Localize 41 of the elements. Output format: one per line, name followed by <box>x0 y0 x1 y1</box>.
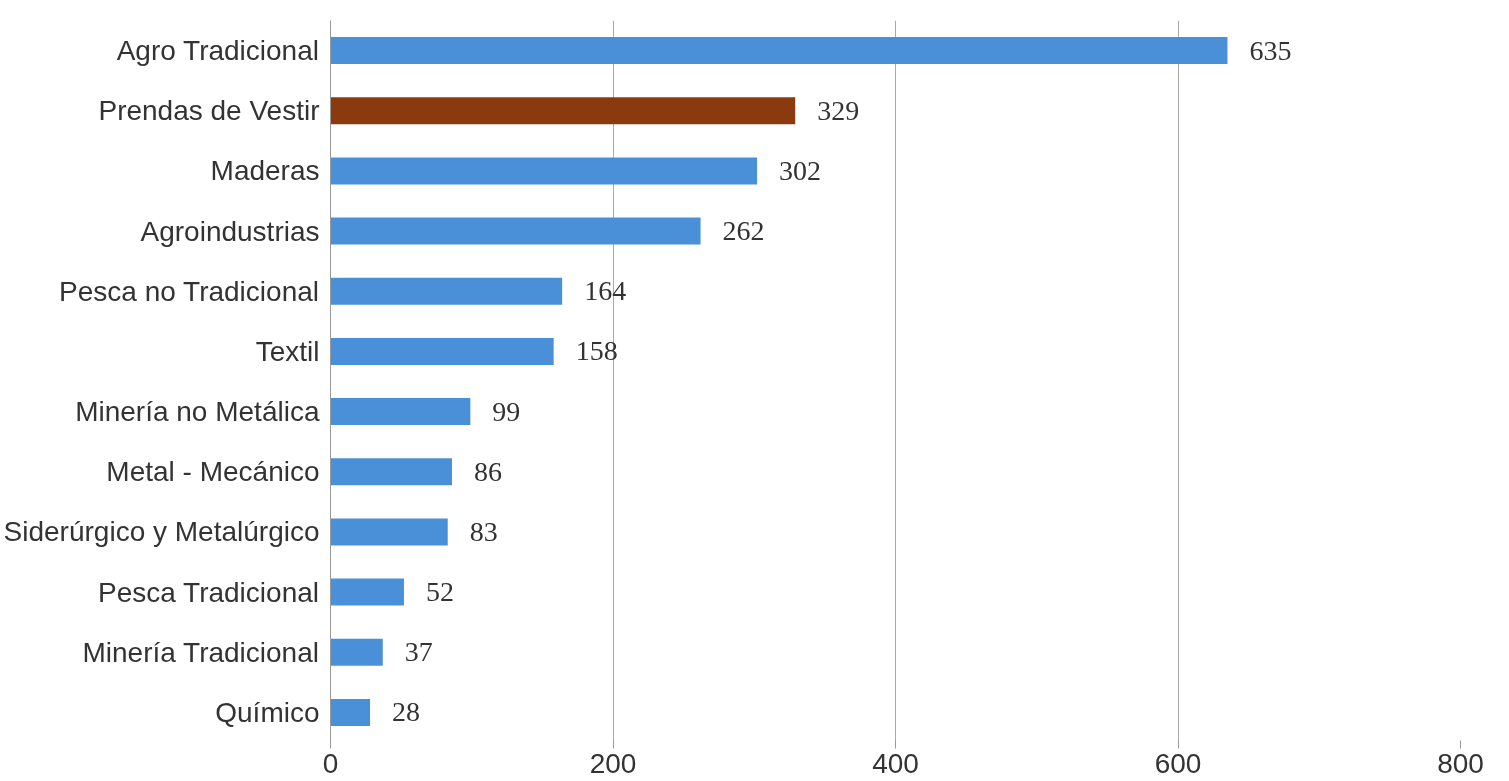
bar <box>330 518 448 546</box>
y-tick-label: Agro Tradicional <box>116 35 320 67</box>
bar <box>330 277 563 305</box>
x-tick-label: 800 <box>1437 747 1484 779</box>
data-label: 83 <box>469 515 498 547</box>
x-tick-label: 400 <box>872 747 919 779</box>
y-tick-label: Minería Tradicional <box>82 636 320 668</box>
y-tick-label: Maderas <box>210 155 320 187</box>
data-label: 262 <box>722 215 765 247</box>
data-label: 329 <box>817 94 860 126</box>
bar <box>330 698 371 726</box>
bar <box>330 398 471 426</box>
bar <box>330 97 796 125</box>
data-label: 635 <box>1249 34 1292 66</box>
y-tick-label: Agroindustrias <box>140 215 320 247</box>
x-tick-label: 600 <box>1154 747 1202 779</box>
y-tick-label: Pesca Tradicional <box>97 576 319 608</box>
y-tick-label: Siderúrgico y Metalúrgico <box>3 516 320 548</box>
y-tick-label: Metal - Mecánico <box>106 456 320 488</box>
data-label: 28 <box>392 696 421 728</box>
bar <box>330 217 701 245</box>
y-tick-label: Textil <box>255 335 320 367</box>
bar <box>330 157 758 185</box>
data-label: 37 <box>404 636 433 668</box>
data-label: 302 <box>779 154 822 186</box>
y-tick-label: Prendas de Vestir <box>98 95 320 127</box>
bar <box>330 37 1228 65</box>
bar <box>330 337 554 365</box>
y-tick-label: Químico <box>215 696 320 728</box>
y-tick-label: Minería no Metálica <box>75 396 320 428</box>
data-label: 86 <box>473 455 502 487</box>
data-label: 158 <box>575 335 618 367</box>
bar <box>330 638 383 666</box>
bar <box>330 458 452 486</box>
y-tick-label: Pesca no Tradicional <box>59 275 319 307</box>
data-label: 164 <box>584 275 627 307</box>
data-label: 52 <box>425 576 454 608</box>
x-tick-label: 200 <box>589 747 637 779</box>
data-label: 99 <box>492 395 521 427</box>
x-tick-label: 0 <box>322 747 339 779</box>
bar <box>330 578 404 606</box>
